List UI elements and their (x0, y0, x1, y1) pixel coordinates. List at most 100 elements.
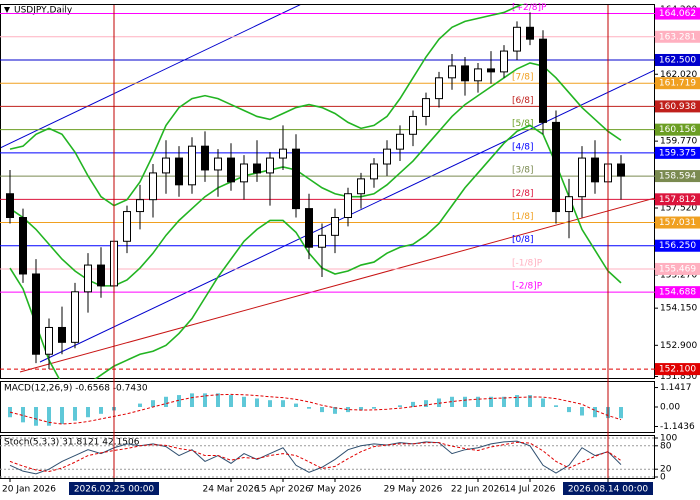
y-tick-label: 20 (660, 465, 672, 475)
level-price-label: 157.031 (659, 218, 696, 228)
y-tick-label: 162.020 (660, 70, 697, 80)
candle-body (266, 157, 274, 174)
macd-bar (164, 396, 168, 407)
candle-body (344, 193, 352, 219)
candle-body (123, 211, 131, 242)
macd-bar (190, 393, 194, 407)
stoch (9, 440, 622, 475)
overlay (9, 124, 622, 379)
candle-body (539, 38, 547, 123)
macd-bar (476, 396, 480, 407)
macd-bar (515, 395, 519, 407)
level-price-box (655, 239, 700, 252)
macd-bar (203, 393, 207, 407)
x-tick-label: 2026.08.14 00:00 (568, 485, 649, 495)
level-price-label: 152.100 (659, 365, 696, 375)
level-price-box (655, 216, 700, 229)
candle-body (240, 163, 248, 183)
overlay (9, 4, 525, 207)
macd-bar (47, 407, 51, 426)
y-tick-label: 154.150 (660, 304, 697, 314)
y-tick-label: 0 (660, 473, 666, 483)
candle-body (227, 157, 235, 183)
y-tick-label: 155.270 (660, 270, 697, 280)
trend-line (19, 197, 655, 373)
symbol-icon (4, 7, 10, 13)
level-price-box (655, 53, 700, 66)
macd-bar (60, 407, 64, 425)
level-price-box (655, 262, 700, 275)
y-tick-label: 1.1417 (660, 383, 692, 393)
macd-bar (411, 401, 415, 407)
candle-body (292, 148, 300, 210)
candle-body (435, 77, 443, 100)
level-tag: [4/8] (512, 142, 534, 152)
level-price-box (655, 170, 700, 183)
level-tag: [5/8] (512, 119, 534, 129)
level-price-label: 160.156 (659, 125, 696, 135)
stoch-line (9, 441, 622, 473)
candle-body (318, 234, 326, 248)
level-price-box (655, 77, 700, 90)
macd-bar (398, 405, 402, 407)
candle-body (526, 26, 534, 40)
level-price-label: 159.375 (659, 148, 696, 158)
level-price-label: 162.500 (659, 55, 696, 65)
band-line (9, 4, 525, 207)
x-tick-label: 22 Jun 2026 (451, 485, 505, 495)
level-tag: [2/8] (512, 189, 534, 199)
candle-body (383, 148, 391, 165)
macd-bar (580, 407, 584, 416)
candle-body (201, 145, 209, 171)
candle-body (461, 65, 469, 82)
candle-body (552, 121, 560, 213)
macd-bar (99, 407, 103, 414)
level-price-label: 156.250 (659, 241, 696, 251)
macd-bar (593, 407, 597, 418)
macd-bar (541, 398, 545, 407)
x-label-highlight (563, 482, 653, 495)
macd-bar (294, 403, 298, 407)
candle-body (253, 163, 261, 174)
candle-body (58, 326, 66, 343)
macd-bar (424, 400, 428, 407)
y-tick-label: 0.00 (660, 403, 680, 413)
level-price-box (655, 363, 700, 376)
macd-title: MACD(12,26,9) -0.6568 -0.7430 (4, 384, 148, 394)
level-tag: [0/8] (512, 235, 534, 245)
stoch (9, 441, 622, 473)
candle-body (617, 163, 625, 177)
macd-bar (489, 396, 493, 407)
level-price-label: 154.688 (659, 288, 696, 298)
candle-body (175, 157, 183, 186)
macd-bar (463, 396, 467, 407)
macd-bar (281, 400, 285, 407)
candle-body (513, 26, 521, 52)
level-tag: [6/8] (512, 96, 534, 106)
y-tick-label: -1.1436 (660, 422, 695, 432)
x-tick-label: 14 Jul 2026 (505, 485, 556, 495)
macd-bar (86, 407, 90, 418)
candle-body (214, 157, 222, 171)
macd-bar (528, 395, 532, 407)
macd-bar (34, 407, 38, 426)
level-price-box (655, 123, 700, 136)
x-tick-label: 29 May 2026 (384, 485, 443, 495)
macd-bar (73, 407, 77, 421)
panel-frame (0, 4, 655, 379)
candle-body (422, 98, 430, 117)
level-price-label: 163.281 (659, 32, 696, 42)
level-tag: [7/8] (512, 73, 534, 83)
level-price-box (655, 193, 700, 206)
candle-body (565, 196, 573, 213)
macd-bar (216, 393, 220, 407)
candle-body (149, 172, 157, 201)
x-tick-label: 7 May 2026 (309, 485, 362, 495)
level-price-box (655, 286, 700, 299)
x-tick-label: 15 Apr 2026 (255, 485, 311, 495)
x-tick-label: 2026.02.25 00:00 (74, 485, 155, 495)
level-tag: [1/8] (512, 212, 534, 222)
macd-bar (151, 400, 155, 407)
level-tag: [3/8] (512, 166, 534, 176)
